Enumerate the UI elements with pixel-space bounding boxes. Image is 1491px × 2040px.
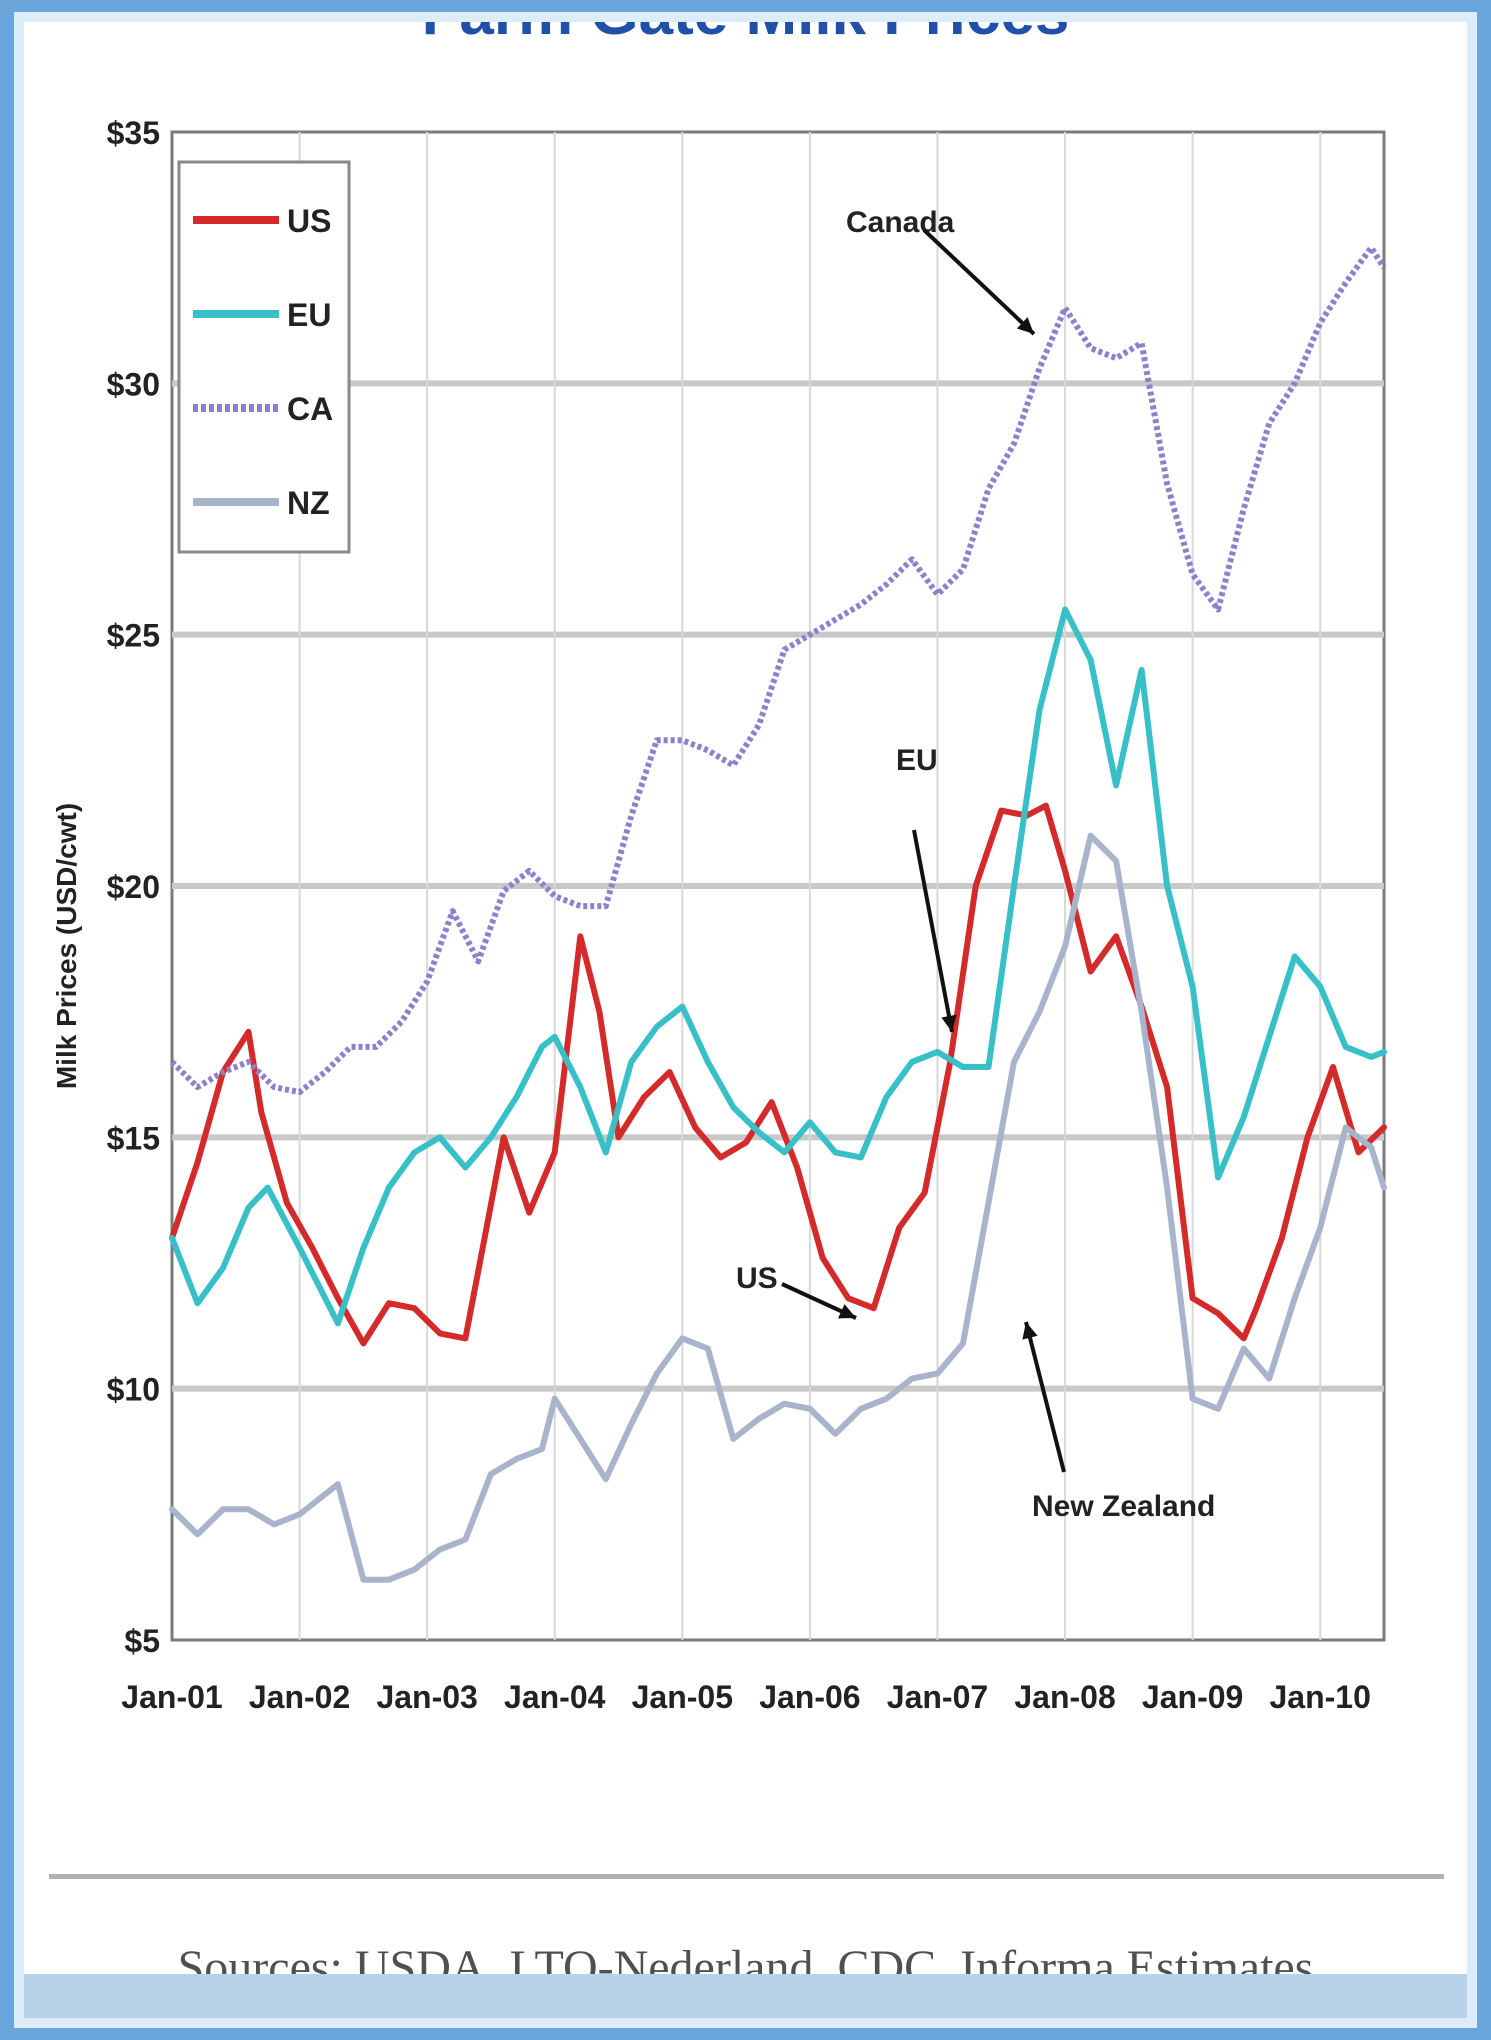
series-line-nz: [169, 832, 1387, 1583]
annotation-arrowhead: [1022, 1322, 1038, 1340]
bottom-bar: [24, 1974, 1467, 2018]
annotation-label-us: US: [736, 1262, 778, 1295]
series-lines: [169, 244, 1387, 1583]
series-line-us: [169, 802, 1387, 1347]
annotation-arrowhead: [1016, 317, 1034, 334]
chart-title: Farm Gate Milk Prices: [24, 22, 1467, 49]
y-axis-label: Milk Prices (USD/cwt): [51, 803, 82, 1089]
x-tick-label: Jan-09: [1142, 1679, 1243, 1715]
x-tick-label: Jan-10: [1270, 1679, 1371, 1715]
grid: [170, 130, 1386, 1642]
x-tick-label: Jan-03: [376, 1679, 477, 1715]
slide-content: Farm Gate Milk Prices $35 $30 $25 $20 $15 $10…: [24, 22, 1467, 2018]
annotation-arrowhead: [838, 1304, 856, 1319]
annotation-arrow: [1024, 1321, 1066, 1473]
legend-label-nz: NZ: [287, 485, 330, 521]
divider-rule: [49, 1874, 1444, 1879]
legend-label-ca: CA: [287, 391, 333, 427]
x-tick-label: Jan-05: [632, 1679, 733, 1715]
y-tick-label: $10: [107, 1372, 160, 1408]
milk-price-chart: $35 $30 $25 $20 $15 $10 $5 Jan-01 Jan-02 Jan-03 Ja…: [51, 115, 1387, 1715]
y-tick-label: $30: [107, 366, 160, 402]
annotation-label-eu: EU: [896, 744, 938, 777]
axes: $35 $30 $25 $20 $15 $10 $5 Jan-01 Jan-02 Jan-03 Ja…: [51, 115, 1371, 1715]
legend-label-eu: EU: [287, 297, 331, 333]
series-line-ca: [169, 244, 1387, 1096]
x-tick-label: Jan-02: [249, 1679, 350, 1715]
x-tick-label: Jan-06: [759, 1679, 860, 1715]
y-tick-label: $5: [124, 1623, 160, 1659]
annotation-arrow: [922, 228, 1036, 336]
x-tick-label: Jan-04: [504, 1679, 606, 1715]
legend-box: [177, 160, 351, 554]
x-tick-label: Jan-01: [121, 1679, 222, 1715]
y-tick-label: $35: [107, 115, 160, 151]
annotation-label-ca: Canada: [846, 206, 955, 239]
x-tick-label: Jan-07: [887, 1679, 988, 1715]
x-tick-label: Jan-08: [1014, 1679, 1115, 1715]
annotation-label-nz: New Zealand: [1032, 1490, 1215, 1523]
series-line-eu: [169, 606, 1387, 1327]
annotation-arrow: [912, 829, 954, 1033]
annotations: Canada EU US New Zealand: [736, 206, 1215, 1523]
legend-label-us: US: [287, 203, 331, 239]
y-tick-label: $15: [107, 1120, 160, 1156]
y-tick-label: $20: [107, 869, 160, 905]
y-tick-label: $25: [107, 618, 160, 654]
legend: US EU CA NZ: [177, 160, 351, 554]
annotation-arrowhead: [941, 1014, 957, 1032]
